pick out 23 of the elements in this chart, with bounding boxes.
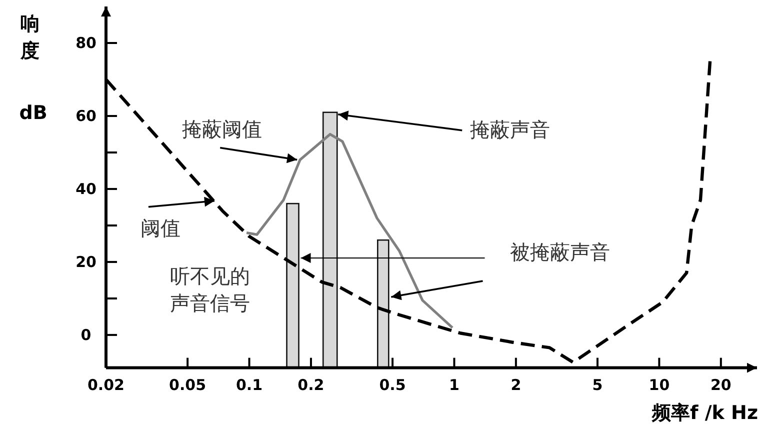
- x-tick-label: 0.02: [87, 376, 125, 394]
- x-tick-label: 0.2: [298, 376, 324, 394]
- annotation: 被掩蔽声音: [510, 240, 610, 264]
- x-tick-label: 2: [510, 376, 522, 394]
- annotation: 阈值: [140, 216, 180, 240]
- annotation: 掩蔽声音: [470, 117, 550, 142]
- x-tick-label: 20: [710, 376, 732, 394]
- x-tick-label: 10: [648, 376, 670, 394]
- x-tick-label: 5: [592, 376, 603, 394]
- x-tick-label: 0.5: [379, 376, 406, 394]
- x-axis-title: 频率f /k Hz: [650, 402, 758, 424]
- annotation: 掩蔽阈值: [182, 116, 262, 141]
- y-tick-label: 60: [76, 106, 96, 125]
- annotation: 听不见的: [170, 264, 250, 288]
- y-tick-label: 0: [80, 326, 92, 344]
- x-tick-label: 1: [449, 376, 460, 394]
- y-tick-label: 80: [76, 34, 96, 52]
- text: 响度 dB: [19, 13, 48, 124]
- annotation: 声音信号: [170, 291, 250, 315]
- x-tick-label: 0.05: [169, 376, 206, 394]
- y-tick-label: 40: [76, 180, 96, 198]
- y-tick-label: 20: [76, 252, 96, 271]
- x-tick-label: 0.1: [236, 376, 263, 394]
